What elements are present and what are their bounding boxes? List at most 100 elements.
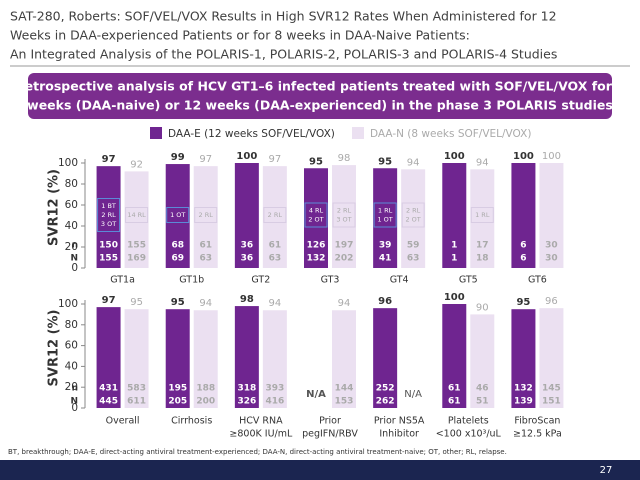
x-tick-label: FibroScan — [514, 416, 560, 427]
n-value: 36 — [241, 241, 254, 251]
N-value: 61 — [448, 397, 461, 407]
n-value: 59 — [407, 241, 420, 251]
bar — [511, 309, 536, 408]
n-value: 583 — [127, 384, 146, 394]
y-tick-label: 100 — [58, 157, 78, 169]
n-value: 197 — [335, 241, 354, 251]
y-axis-label: SVR12 (%) — [47, 310, 62, 387]
N-value: 155 — [99, 254, 118, 264]
n-value: 318 — [237, 384, 256, 394]
note-box — [373, 202, 397, 228]
note-box — [166, 207, 190, 223]
n-value: 39 — [379, 241, 392, 251]
y-tick-label: 80 — [65, 178, 78, 190]
N-value: 202 — [335, 254, 354, 264]
value-label: 96 — [378, 296, 392, 307]
note: 2 OT — [405, 216, 420, 224]
legend-swatch — [150, 127, 162, 139]
banner-line: Retrospective analysis of HCV GT1–6 infe… — [15, 79, 625, 94]
bar — [165, 164, 190, 268]
N-value: 51 — [476, 397, 489, 407]
note-box — [125, 207, 149, 223]
bar — [442, 304, 467, 408]
n-value: 150 — [99, 241, 118, 251]
title-line: An Integrated Analysis of the POLARIS-1,… — [10, 47, 557, 62]
n-value: 195 — [168, 384, 187, 394]
n-value: 1 — [451, 241, 457, 251]
n-value: 188 — [196, 384, 215, 394]
note: 1 RL — [378, 207, 393, 215]
value-label: 99 — [171, 152, 185, 163]
n-value: 17 — [476, 241, 489, 251]
n-value: 46 — [476, 384, 489, 394]
N-value: 63 — [199, 254, 212, 264]
value-label: 95 — [378, 156, 392, 167]
value-label: 98 — [240, 294, 254, 305]
note: 1 RL — [475, 211, 490, 219]
value-label: 94 — [199, 298, 212, 309]
bar — [539, 163, 564, 268]
value-label: 95 — [309, 156, 323, 167]
value-label: 94 — [338, 298, 351, 309]
N-value: 36 — [241, 254, 254, 264]
bar — [193, 166, 218, 268]
N-value: 262 — [376, 397, 395, 407]
y-tick-label: 40 — [65, 360, 78, 372]
bar — [96, 166, 121, 268]
value-label: 90 — [476, 302, 489, 313]
value-label: 96 — [545, 296, 558, 307]
footer-bar — [0, 460, 640, 480]
y-tick-label: 100 — [58, 298, 78, 310]
n-label: n — [72, 384, 78, 394]
n-value: 61 — [199, 241, 212, 251]
n-value: 252 — [376, 384, 395, 394]
note-box — [401, 202, 425, 228]
N-value: 41 — [379, 254, 392, 264]
value-label: 100 — [236, 151, 257, 162]
value-label: 100 — [542, 151, 561, 162]
value-label: 92 — [130, 159, 143, 170]
value-label: 97 — [102, 154, 116, 165]
title-line: SAT-280, Roberts: SOF/VEL/VOX Results in… — [10, 9, 557, 24]
y-tick-label: 60 — [65, 340, 78, 352]
x-tick-label: GT4 — [390, 275, 409, 286]
x-tick-label: ≥12.5 kPa — [513, 429, 562, 440]
value-label: 95 — [171, 297, 185, 308]
y-tick-label: 20 — [65, 241, 78, 253]
n-value: 6 — [520, 241, 526, 251]
N-value: 30 — [545, 254, 558, 264]
note: 3 OT — [336, 216, 351, 224]
N-value: 151 — [542, 397, 561, 407]
bar — [234, 163, 259, 268]
N-value: 132 — [307, 254, 326, 264]
value-label: 100 — [513, 151, 534, 162]
legend-label: DAA-E (12 weeks SOF/VEL/VOX) — [168, 128, 335, 140]
footnote: BT, breakthrough; DAA-E, direct-acting a… — [8, 448, 507, 456]
note: 14 RL — [127, 211, 146, 219]
N-value: 153 — [335, 397, 354, 407]
x-tick-label: GT1a — [110, 275, 135, 286]
bar — [304, 168, 328, 268]
n-value: 61 — [269, 241, 282, 251]
bar — [234, 306, 259, 408]
y-axis-label: SVR12 (%) — [47, 169, 62, 246]
N-value: 445 — [99, 397, 118, 407]
n-value: 431 — [99, 384, 118, 394]
legend-label: DAA-N (8 weeks SOF/VEL/VOX) — [370, 128, 531, 140]
N-value: 169 — [127, 254, 146, 264]
x-tick-label: Overall — [106, 416, 140, 427]
banner-line: weeks (DAA-naive) or 12 weeks (DAA-exper… — [27, 98, 613, 113]
bar — [262, 310, 287, 408]
N-value: 200 — [196, 397, 215, 407]
value-label: 94 — [268, 298, 281, 309]
bar — [373, 308, 398, 408]
banner — [28, 73, 612, 119]
N-value: 416 — [265, 397, 284, 407]
N-value: 6 — [520, 254, 526, 264]
note-box — [97, 198, 121, 232]
note: 3 OT — [101, 220, 116, 228]
x-tick-label: GT3 — [321, 275, 340, 286]
x-tick-label: Inhibitor — [379, 429, 419, 440]
value-label: 95 — [130, 297, 143, 308]
